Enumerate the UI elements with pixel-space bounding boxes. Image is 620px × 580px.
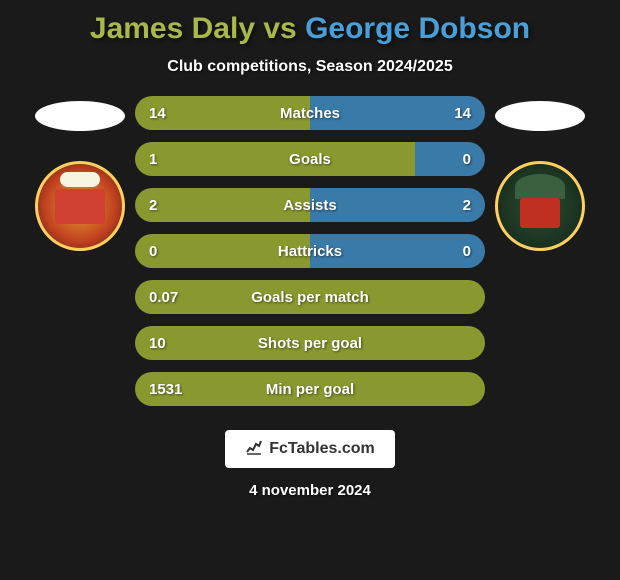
- stat-bar-left: [135, 142, 415, 176]
- stat-row: 1 Goals 0: [135, 142, 485, 176]
- stat-left-value: 1531: [149, 381, 182, 398]
- player2-photo-placeholder: [495, 101, 585, 131]
- stat-left-value: 0.07: [149, 289, 178, 306]
- stat-label: Hattricks: [278, 243, 342, 260]
- player2-club-badge: [495, 161, 585, 251]
- stat-left-value: 14: [149, 105, 166, 122]
- stat-bar-right: [415, 142, 485, 176]
- stat-left-value: 10: [149, 335, 166, 352]
- stat-label: Min per goal: [266, 381, 354, 398]
- stat-right-value: 2: [463, 197, 471, 214]
- chart-icon: [245, 438, 263, 461]
- stat-right-value: 0: [463, 243, 471, 260]
- page-title: James Daly vs George Dobson: [90, 12, 530, 46]
- stat-row: 0 Hattricks 0: [135, 234, 485, 268]
- stat-left-value: 0: [149, 243, 157, 260]
- stat-row: 14 Matches 14: [135, 96, 485, 130]
- stat-right-value: 14: [454, 105, 471, 122]
- footer-date: 4 november 2024: [249, 482, 371, 499]
- stat-row: 0.07 Goals per match: [135, 280, 485, 314]
- stat-label: Matches: [280, 105, 340, 122]
- stat-left-value: 2: [149, 197, 157, 214]
- subtitle: Club competitions, Season 2024/2025: [167, 58, 452, 76]
- vs-text: vs: [263, 12, 296, 45]
- stat-right-value: 0: [463, 151, 471, 168]
- stat-left-value: 1: [149, 151, 157, 168]
- player1-name: James Daly: [90, 12, 255, 45]
- stats-column: 14 Matches 14 1 Goals 0 2 Assists 2 0 Hattricks 0 0.…: [135, 96, 485, 406]
- stat-label: Goals per match: [251, 289, 369, 306]
- right-column: [495, 96, 585, 251]
- left-column: [35, 96, 125, 251]
- player2-name: George Dobson: [305, 12, 530, 45]
- footer-logo: FcTables.com: [225, 430, 395, 468]
- player1-photo-placeholder: [35, 101, 125, 131]
- stat-row: 10 Shots per goal: [135, 326, 485, 360]
- player1-club-badge: [35, 161, 125, 251]
- stat-row: 1531 Min per goal: [135, 372, 485, 406]
- main-area: 14 Matches 14 1 Goals 0 2 Assists 2 0 Hattricks 0 0.…: [0, 96, 620, 406]
- stat-label: Assists: [283, 197, 336, 214]
- stat-label: Shots per goal: [258, 335, 362, 352]
- stat-label: Goals: [289, 151, 331, 168]
- comparison-container: James Daly vs George Dobson Club competi…: [0, 0, 620, 580]
- stat-row: 2 Assists 2: [135, 188, 485, 222]
- footer-logo-text: FcTables.com: [269, 440, 375, 458]
